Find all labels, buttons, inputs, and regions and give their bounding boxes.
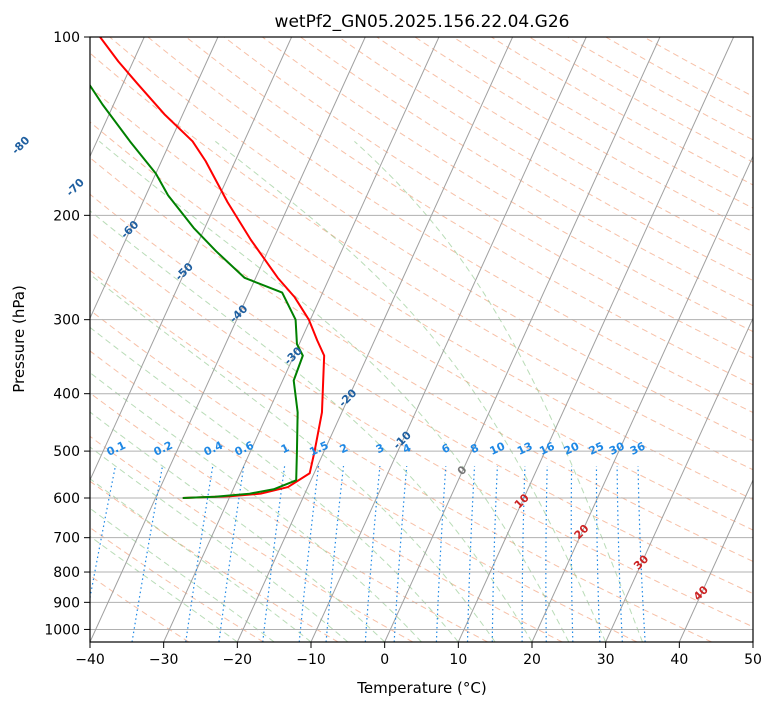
mixing-ratio-label: 10 bbox=[488, 439, 508, 457]
chart-title: wetPf2_GN05.2025.156.22.04.G26 bbox=[275, 12, 570, 32]
y-tick-label: 400 bbox=[53, 387, 80, 403]
dewpoint-profile bbox=[90, 83, 304, 500]
mixing-ratio-label: 36 bbox=[628, 439, 648, 457]
y-axis-label: Pressure (hPa) bbox=[10, 285, 28, 393]
isotherm-line bbox=[90, 37, 366, 642]
y-tick-label: 600 bbox=[53, 491, 80, 507]
x-tick-label: 40 bbox=[670, 652, 688, 668]
isotherm-line bbox=[457, 37, 735, 642]
mixing-ratio-label: 30 bbox=[607, 439, 627, 457]
plot-axes: −40 −30 −20 −10 0 10 20 30 40 50 1000 900 800 700 600 5… bbox=[44, 30, 762, 668]
isotherm-line bbox=[90, 37, 293, 482]
mixing-ratio-line bbox=[521, 466, 526, 642]
isotherm-line bbox=[678, 478, 753, 642]
mixing-ratio-line bbox=[545, 466, 548, 642]
isotherm-line bbox=[310, 37, 587, 642]
dry-adiabat bbox=[90, 309, 638, 642]
mixing-ratio-label: 16 bbox=[537, 439, 557, 457]
mixing-ratio-label: 13 bbox=[515, 440, 534, 458]
dry-adiabat bbox=[262, 37, 753, 333]
mixing-ratio-label: 25 bbox=[587, 440, 606, 458]
x-tick-label: 10 bbox=[449, 652, 467, 668]
y-tick-label: 300 bbox=[53, 313, 80, 329]
dry-adiabat bbox=[90, 231, 753, 628]
x-tick-label: −40 bbox=[75, 652, 105, 668]
mixing-ratio-line bbox=[364, 466, 381, 642]
dry-adiabat bbox=[300, 37, 753, 307]
y-tick-label: 1000 bbox=[44, 622, 80, 638]
mixing-ratio-line bbox=[616, 466, 623, 642]
x-axis-label: Temperature (°C) bbox=[356, 679, 486, 697]
x-tick-label: 20 bbox=[523, 652, 541, 668]
plot-frame bbox=[89, 36, 754, 643]
dry-adiabat bbox=[90, 193, 753, 595]
y-tick-label: 800 bbox=[53, 565, 80, 581]
x-tick-label: −10 bbox=[296, 652, 326, 668]
dry-adiabat bbox=[90, 350, 563, 642]
x-tick-label: −20 bbox=[223, 652, 253, 668]
x-tick-label: 50 bbox=[744, 652, 762, 668]
mixing-ratio-line bbox=[491, 466, 498, 642]
isotherm-line bbox=[163, 37, 440, 642]
y-tick-label: 100 bbox=[53, 30, 80, 46]
mixing-ratio-line bbox=[637, 466, 646, 642]
mixing-ratio-line bbox=[595, 466, 601, 642]
isotherm-line bbox=[605, 316, 753, 642]
isotherm-line bbox=[236, 37, 514, 642]
y-tick-label: 200 bbox=[53, 208, 80, 224]
isotherm-line bbox=[531, 155, 753, 642]
isotherm-line bbox=[90, 37, 145, 158]
dry-adiabat bbox=[90, 86, 753, 501]
x-tick-label: −30 bbox=[149, 652, 179, 668]
y-tick-label: 500 bbox=[53, 444, 80, 460]
dry-adiabat bbox=[90, 480, 339, 642]
x-tick-label: 0 bbox=[380, 652, 389, 668]
dry-adiabat bbox=[90, 121, 753, 531]
mixing-ratio-label: 20 bbox=[562, 439, 582, 457]
mixing-ratio-line bbox=[435, 466, 447, 642]
dry-adiabat bbox=[109, 37, 753, 442]
isotherm-line bbox=[384, 37, 661, 642]
mixing-ratio-line bbox=[393, 466, 408, 642]
y-tick-label: 700 bbox=[53, 531, 80, 547]
x-tick-label: 30 bbox=[597, 652, 615, 668]
isotherm-line bbox=[90, 37, 219, 320]
mixing-ratio-line bbox=[570, 466, 574, 642]
mixing-ratio-line bbox=[466, 466, 476, 642]
y-tick-label: 900 bbox=[53, 595, 80, 611]
temperature-profile bbox=[99, 37, 326, 500]
dry-adiabat bbox=[147, 37, 753, 414]
plot-series bbox=[90, 37, 326, 500]
